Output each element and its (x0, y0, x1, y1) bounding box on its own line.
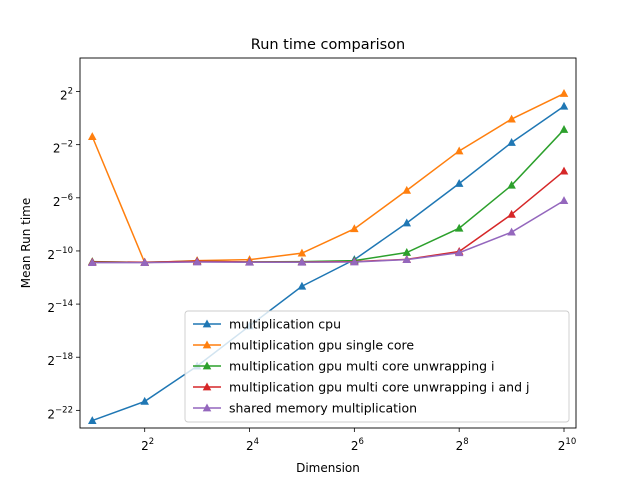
plot-frame (79, 57, 577, 429)
series-5 (88, 196, 569, 267)
data-point (559, 196, 569, 204)
x-axis: 22 24 26 28 210 (141, 428, 576, 453)
legend-marker (202, 403, 212, 412)
legend-label: multiplication gpu multi core unwrapping… (229, 380, 529, 395)
data-point (559, 101, 569, 110)
legend-label: multiplication gpu single core (229, 338, 414, 353)
x-tick-label: 24 (246, 437, 259, 453)
x-tick-label: 26 (351, 437, 364, 453)
data-point (140, 396, 149, 405)
y-axis: 22 2−2 2−6 2−10 2−14 2−18 2−22 (47, 87, 80, 421)
legend-item: shared memory multiplication (193, 401, 417, 416)
chart-title: Run time comparison (251, 37, 405, 53)
data-point (88, 416, 97, 424)
data-point (192, 257, 202, 266)
y-tick-label: 2−6 (53, 193, 73, 209)
data-point (297, 281, 307, 290)
data-point (454, 248, 464, 257)
series-line (92, 105, 565, 422)
data-point (559, 125, 569, 133)
legend-item: multiplication cpu (193, 317, 341, 332)
legend-marker (202, 382, 212, 391)
y-tick-label: 2−18 (47, 352, 73, 368)
x-tick-label: 28 (456, 437, 469, 453)
data-point (245, 257, 254, 266)
y-tick-label: 22 (60, 87, 73, 103)
x-axis-label: Dimension (296, 461, 360, 475)
legend-marker (202, 340, 212, 349)
legend-box (184, 310, 570, 423)
legend-item: multiplication gpu multi core unwrapping… (193, 380, 529, 395)
data-point (402, 255, 412, 264)
y-tick-label: 2−10 (47, 246, 73, 262)
legend-marker (202, 361, 212, 370)
y-axis-label: Mean Run time (19, 198, 33, 288)
data-point (559, 89, 569, 97)
data-point (402, 185, 412, 194)
x-tick-label: 22 (141, 437, 154, 453)
legend-label: shared memory multiplication (229, 401, 417, 416)
data-point (454, 146, 464, 155)
data-point (297, 248, 307, 257)
data-point (350, 257, 359, 266)
y-tick-label: 2−22 (47, 405, 73, 421)
data-point (454, 223, 464, 232)
data-point (454, 178, 464, 187)
legend-label: multiplication gpu multi core unwrapping… (229, 359, 495, 374)
series-1 (88, 101, 569, 424)
data-point (507, 114, 516, 123)
data-point (297, 257, 307, 266)
data-point (507, 137, 516, 146)
series-layer (88, 89, 569, 424)
x-tick-label: 210 (558, 437, 576, 453)
data-point (507, 227, 516, 236)
y-tick-label: 2−2 (53, 140, 73, 156)
legend-item: multiplication gpu multi core unwrapping… (193, 359, 495, 374)
data-point (140, 258, 149, 267)
legend-label: multiplication cpu (229, 317, 341, 332)
data-point (88, 132, 97, 141)
legend-item: multiplication gpu single core (193, 338, 414, 353)
data-point (507, 209, 516, 218)
data-point (350, 224, 359, 233)
data-point (402, 248, 412, 256)
series-line (92, 199, 565, 264)
data-point (559, 166, 569, 175)
legend: multiplication cpu multiplication gpu sin… (184, 310, 570, 423)
data-point (402, 218, 412, 227)
data-point (88, 258, 97, 267)
legend-marker (202, 319, 212, 328)
data-point (507, 180, 516, 189)
y-tick-label: 2−14 (47, 299, 73, 315)
